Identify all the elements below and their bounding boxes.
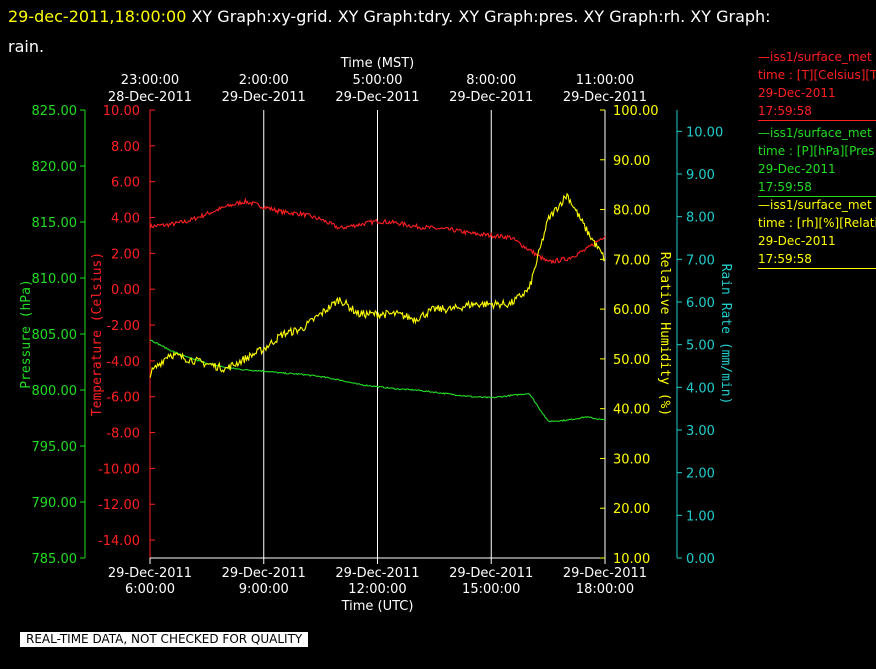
legend-line: 17:59:58: [758, 252, 812, 266]
bottom-tick-date: 29-Dec-2011: [108, 566, 192, 581]
top-axis-label: Time (MST): [340, 56, 415, 71]
temperature-tick-label: -4.00: [106, 355, 140, 370]
top-tick-time: 23:00:00: [121, 73, 179, 88]
temperature-tick-label: -10.00: [98, 462, 140, 477]
humidity-tick-label: 80.00: [613, 204, 650, 219]
legend-line: 17:59:58: [758, 104, 812, 118]
top-tick-date: 29-Dec-2011: [335, 90, 419, 105]
humidity-tick-label: 60.00: [613, 303, 650, 318]
legend-entry-pressure: —iss1/surface_met time : [P][hPa][Pres 2…: [758, 124, 876, 197]
top-tick-time: 11:00:00: [576, 73, 634, 88]
rain-axis-label: Rain Rate (mm/min): [718, 264, 733, 405]
bottom-axis-label: Time (UTC): [341, 599, 414, 614]
rain-tick-label: 10.00: [686, 125, 723, 140]
top-tick-time: 2:00:00: [239, 73, 289, 88]
series-line-humidity: [149, 192, 606, 378]
humidity-tick-label: 100.00: [613, 104, 659, 119]
header-graph-list-wrap: rain.: [8, 37, 45, 56]
bottom-tick-date: 29-Dec-2011: [335, 566, 419, 581]
humidity-tick-label: 70.00: [613, 253, 650, 268]
top-tick-date: 29-Dec-2011: [449, 90, 533, 105]
temperature-tick-label: 10.00: [103, 104, 140, 119]
temperature-tick-label: -14.00: [98, 534, 140, 549]
top-tick-date: 29-Dec-2011: [222, 90, 306, 105]
legend-line: —iss1/surface_met: [758, 126, 872, 140]
pressure-tick-label: 805.00: [32, 328, 78, 343]
bottom-tick-time: 18:00:00: [576, 582, 634, 597]
humidity-tick-label: 90.00: [613, 154, 650, 169]
temperature-tick-label: 2.00: [111, 247, 140, 262]
legend-line: time : [rh][%][Relati: [758, 216, 876, 230]
top-tick-date: 29-Dec-2011: [563, 90, 647, 105]
rain-tick-label: 0.00: [686, 552, 715, 567]
temperature-tick-label: -12.00: [98, 498, 140, 513]
pressure-tick-label: 810.00: [32, 272, 78, 287]
pressure-tick-label: 825.00: [32, 104, 78, 119]
legend-entry-temperature: —iss1/surface_met time : [T][Celsius][T …: [758, 48, 876, 121]
bottom-tick-time: 9:00:00: [239, 582, 289, 597]
humidity-tick-label: 30.00: [613, 452, 650, 467]
pressure-tick-label: 790.00: [32, 496, 78, 511]
rain-tick-label: 7.00: [686, 253, 715, 268]
bottom-tick-time: 6:00:00: [125, 582, 175, 597]
rain-tick-label: 6.00: [686, 296, 715, 311]
bottom-tick-time: 12:00:00: [348, 582, 406, 597]
legend-line: —iss1/surface_met: [758, 198, 872, 212]
legend-line: 29-Dec-2011: [758, 234, 836, 248]
top-tick-time: 5:00:00: [352, 73, 402, 88]
top-tick-date: 28-Dec-2011: [108, 90, 192, 105]
temperature-axis-label: Temperature (Celsius): [90, 252, 105, 416]
rain-tick-label: 5.00: [686, 339, 715, 354]
pressure-tick-label: 785.00: [32, 552, 78, 567]
quality-disclaimer: REAL-TIME DATA, NOT CHECKED FOR QUALITY: [20, 632, 309, 647]
temperature-tick-label: 6.00: [111, 176, 140, 191]
series-lines: [149, 192, 606, 423]
temperature-tick-label: 0.00: [111, 283, 140, 298]
legend-line: 17:59:58: [758, 180, 812, 194]
humidity-axis-label: Relative Humidity (%): [657, 252, 672, 416]
legend-divider: [758, 120, 876, 121]
humidity-tick-label: 40.00: [613, 403, 650, 418]
rain-tick-label: 9.00: [686, 168, 715, 183]
rain-tick-label: 1.00: [686, 509, 715, 524]
series-line-temperature: [149, 197, 606, 265]
legend-entry-humidity: —iss1/surface_met time : [rh][%][Relati …: [758, 196, 876, 269]
legend-line: time : [T][Celsius][T: [758, 68, 876, 82]
temperature-tick-label: 4.00: [111, 212, 140, 227]
pressure-axis-label: Pressure (hPa): [19, 279, 34, 389]
legend-line: 29-Dec-2011: [758, 162, 836, 176]
legend-line: —iss1/surface_met: [758, 50, 872, 64]
legend-divider: [758, 268, 876, 269]
rain-tick-label: 3.00: [686, 424, 715, 439]
temperature-tick-label: 8.00: [111, 140, 140, 155]
temperature-tick-label: -8.00: [106, 427, 140, 442]
humidity-tick-label: 50.00: [613, 353, 650, 368]
humidity-tick-label: 20.00: [613, 502, 650, 517]
bottom-tick-date: 29-Dec-2011: [222, 566, 306, 581]
rain-tick-label: 8.00: [686, 211, 715, 226]
humidity-tick-label: 10.00: [613, 552, 650, 567]
page-header: 29-dec-2011,18:00:00 XY Graph:xy-grid. X…: [8, 2, 858, 62]
legend-divider: [758, 196, 876, 197]
header-timestamp: 29-dec-2011,18:00:00: [8, 7, 187, 26]
bottom-tick-time: 15:00:00: [462, 582, 520, 597]
temperature-tick-label: -2.00: [106, 319, 140, 334]
rain-tick-label: 2.00: [686, 467, 715, 482]
temperature-tick-label: -6.00: [106, 391, 140, 406]
bottom-tick-date: 29-Dec-2011: [563, 566, 647, 581]
pressure-tick-label: 800.00: [32, 384, 78, 399]
legend-line: 29-Dec-2011: [758, 86, 836, 100]
top-tick-time: 8:00:00: [466, 73, 516, 88]
legend-line: time : [P][hPa][Pres: [758, 144, 875, 158]
pressure-tick-label: 795.00: [32, 440, 78, 455]
axes: 29-Dec-20116:00:0029-Dec-20119:00:0029-D…: [19, 56, 733, 614]
pressure-tick-label: 820.00: [32, 160, 78, 175]
rain-tick-label: 4.00: [686, 381, 715, 396]
pressure-tick-label: 815.00: [32, 216, 78, 231]
bottom-tick-date: 29-Dec-2011: [449, 566, 533, 581]
header-graph-list: XY Graph:xy-grid. XY Graph:tdry. XY Grap…: [191, 7, 771, 26]
grid-lines: [263, 110, 606, 558]
